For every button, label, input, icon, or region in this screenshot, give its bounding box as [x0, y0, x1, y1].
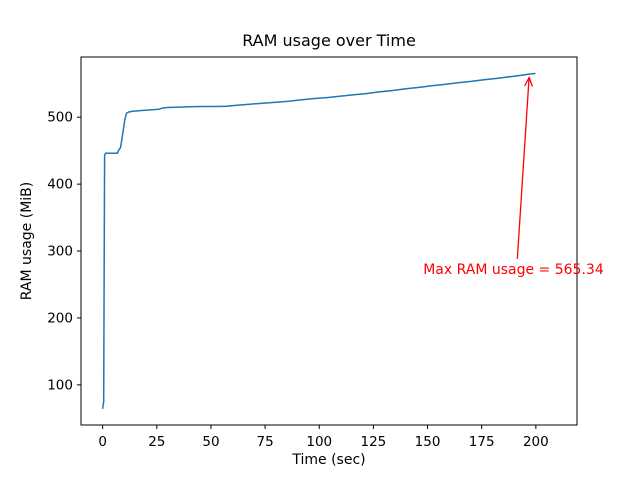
- x-tick-label: 125: [361, 434, 387, 450]
- x-tick-label: 150: [415, 434, 441, 450]
- y-axis-label: RAM usage (MiB): [19, 181, 35, 301]
- y-tick-label: 200: [47, 310, 73, 326]
- y-tick-label: 300: [47, 244, 73, 260]
- x-tick-label: 100: [306, 434, 332, 450]
- y-tick-label: 400: [47, 177, 73, 193]
- x-tick-label: 25: [148, 434, 165, 450]
- ram-usage-line: [101, 72, 536, 410]
- annotation-arrow-shaft: [516, 77, 530, 259]
- y-tick-label: 100: [47, 377, 73, 393]
- x-tick-label: 0: [98, 434, 107, 450]
- max-ram-annotation: Max RAM usage = 565.34: [423, 261, 604, 278]
- x-tick-label: 175: [469, 434, 495, 450]
- x-tick-label: 50: [202, 434, 219, 450]
- chart-title: RAM usage over Time: [242, 31, 416, 50]
- axes-frame: [80, 56, 578, 426]
- x-tick-label: 75: [257, 434, 274, 450]
- x-tick-label: 200: [523, 434, 549, 450]
- annotation-arrow-head: [524, 75, 533, 87]
- y-tick-label: 500: [47, 110, 73, 126]
- x-axis-label: Time (sec): [292, 452, 366, 468]
